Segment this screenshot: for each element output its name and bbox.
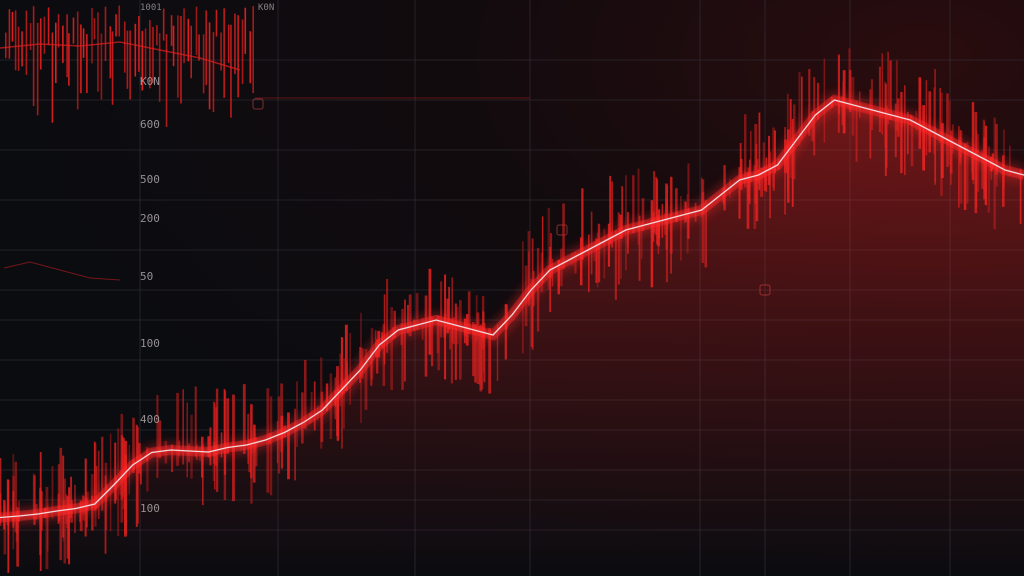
y-tick-label: 600 <box>140 118 160 131</box>
top-label: 1001 <box>140 3 162 13</box>
y-tick-label: 500 <box>140 173 160 186</box>
y-tick-label: 200 <box>140 212 160 225</box>
series-area <box>0 100 1024 576</box>
marker-box <box>252 98 264 110</box>
y-tick-label: 400 <box>140 413 160 426</box>
y-tick-label: 50 <box>140 270 153 283</box>
y-tick-label: K0N <box>140 75 160 88</box>
minor-trace <box>3 261 121 281</box>
y-tick-label: 100 <box>140 337 160 350</box>
ticker-line <box>0 41 241 71</box>
top-label: K0N <box>258 3 274 13</box>
marker-box <box>556 224 568 236</box>
price-series <box>0 94 1024 576</box>
y-tick-label: 100 <box>140 502 160 515</box>
axis-labels: K0N 600 500 200 50 100 400 100 1001 K0N <box>140 3 274 515</box>
background-ticker <box>0 5 771 296</box>
